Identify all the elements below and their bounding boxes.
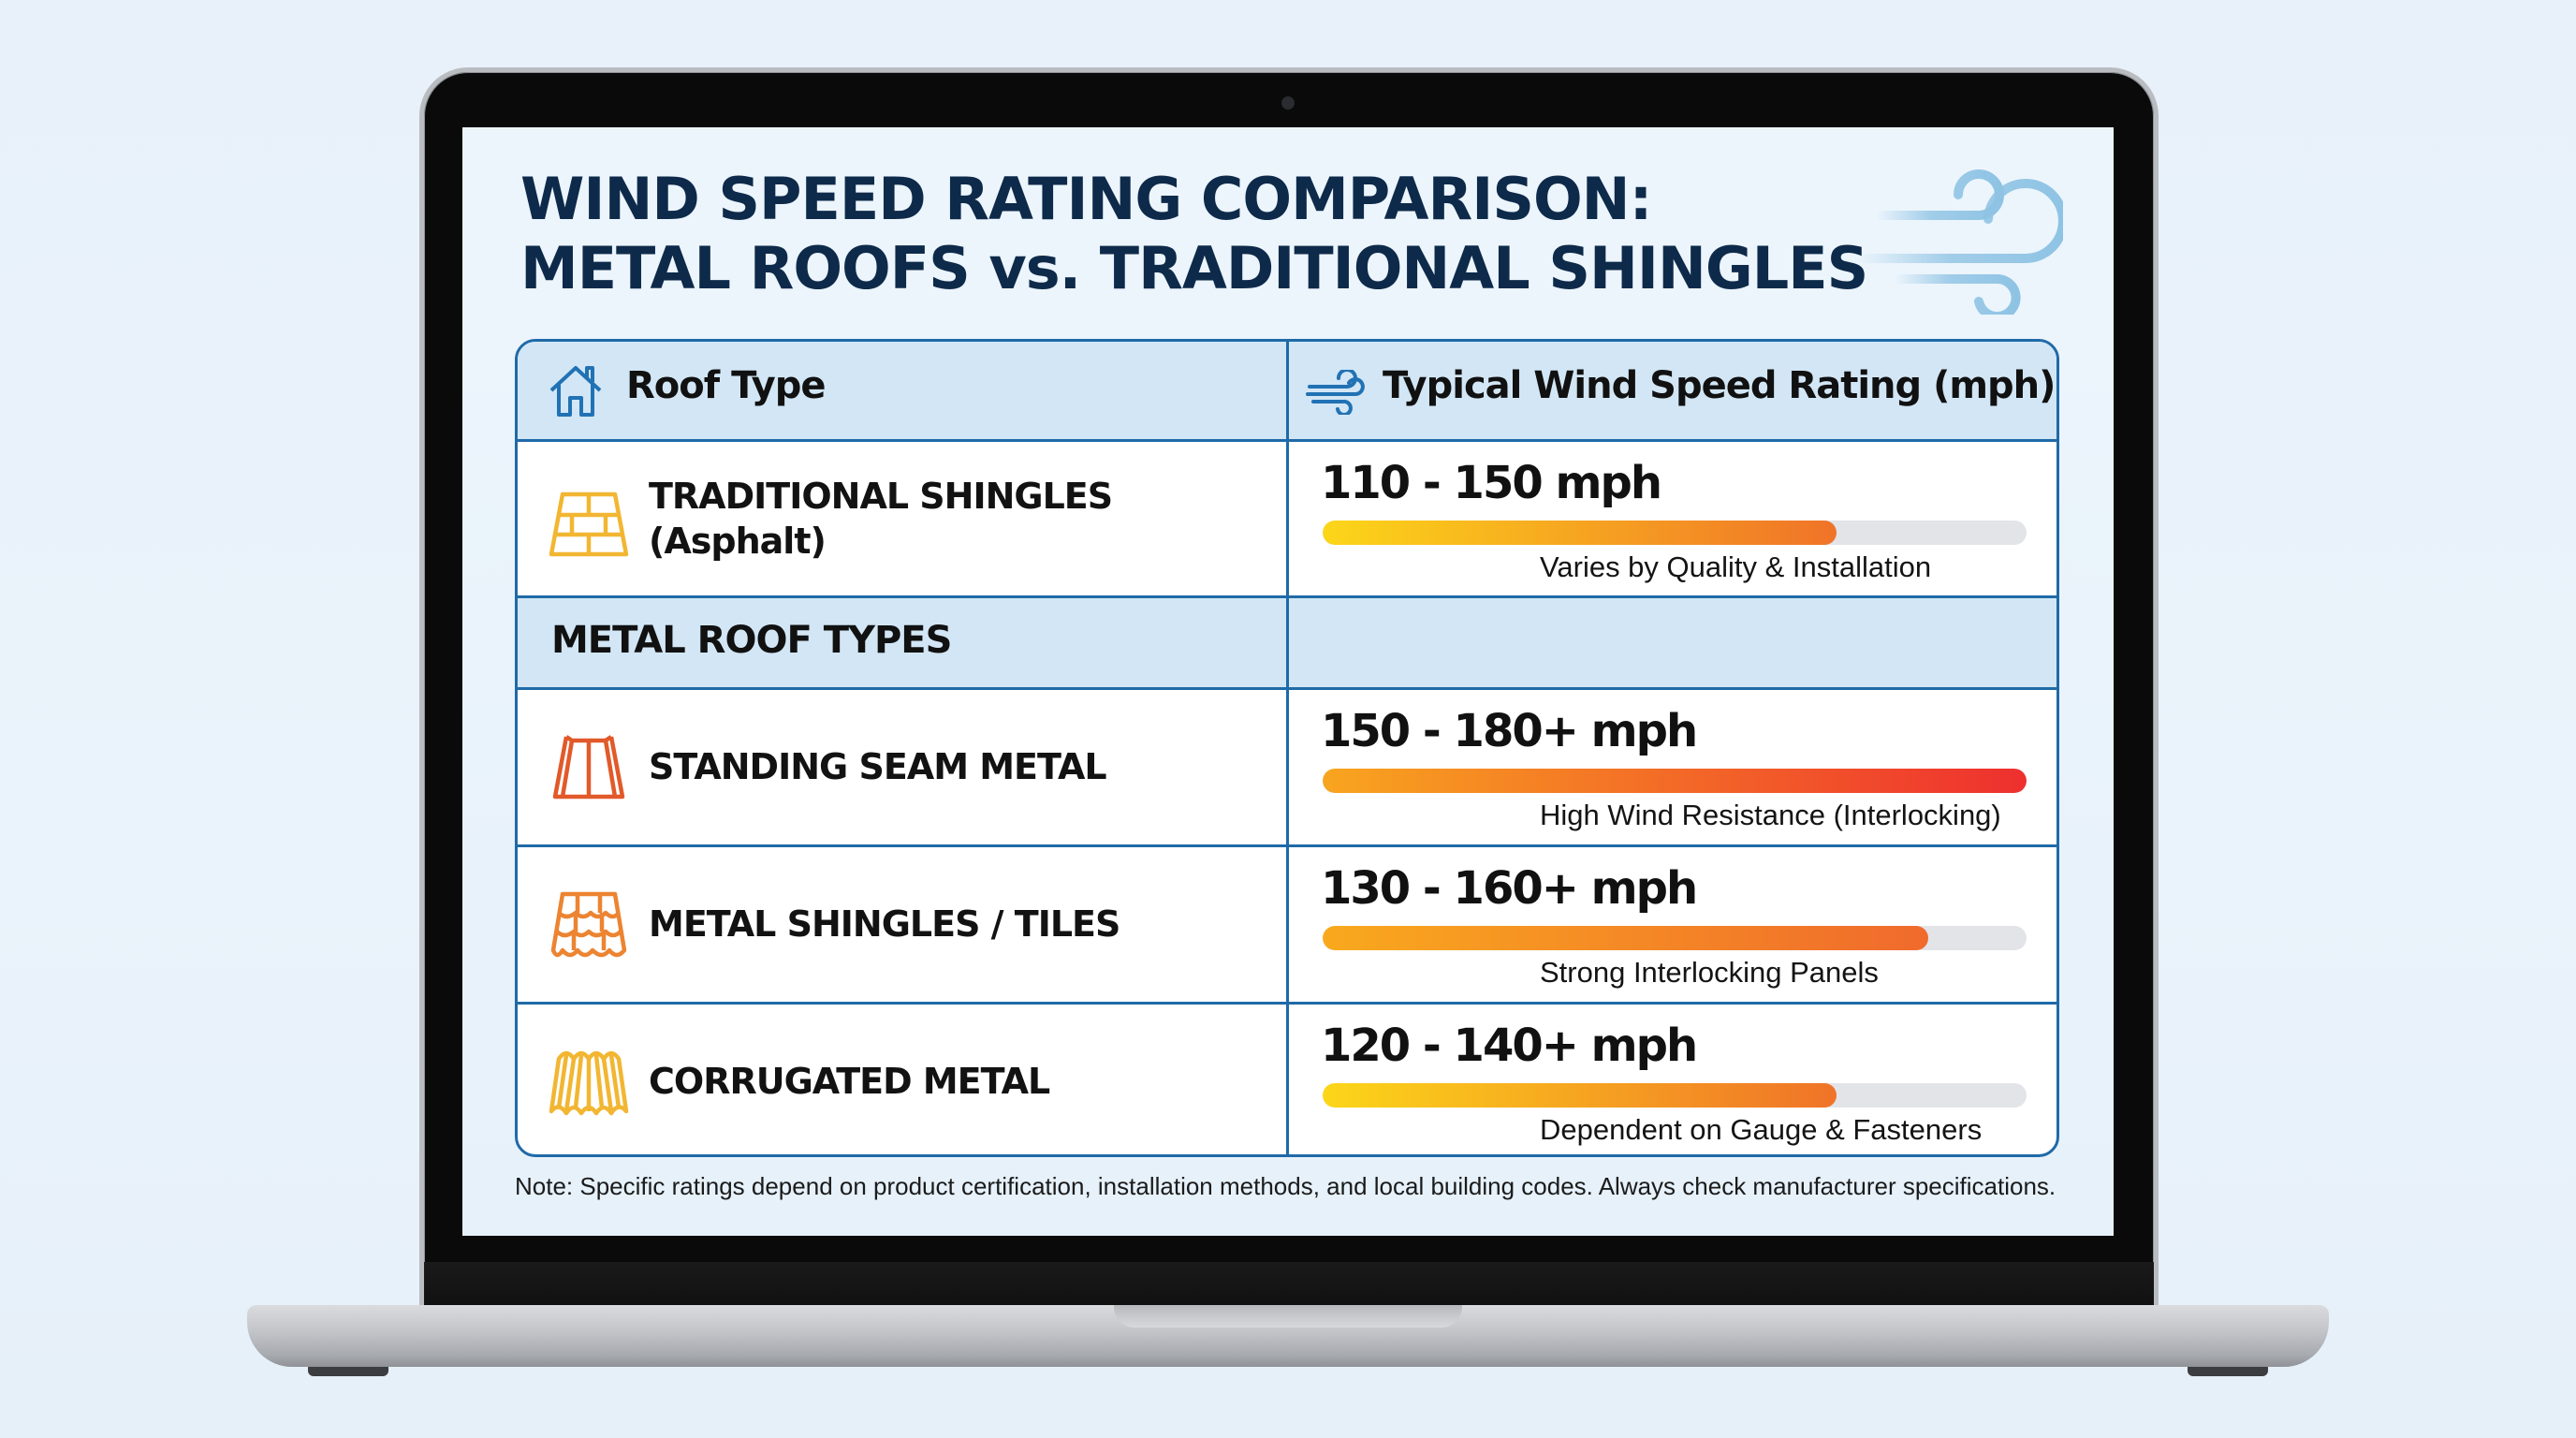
rating-value: 120 - 140+ mph — [1321, 1020, 1698, 1072]
page-title: WIND SPEED RATING COMPARISON: METAL ROOF… — [520, 165, 1868, 303]
rating-bar — [1323, 769, 2027, 793]
title-line-1: WIND SPEED RATING COMPARISON: — [520, 165, 1652, 233]
section-header-row: METAL ROOF TYPES — [518, 598, 2056, 690]
rating-note: High Wind Resistance (Interlocking) — [1540, 799, 2001, 831]
title-line-2: METAL ROOFS vs. TRADITIONAL SHINGLES — [520, 234, 1868, 302]
house-icon — [549, 366, 602, 417]
table-row: CORRUGATED METAL 120 - 140+ mph Dependen… — [518, 1005, 2056, 1154]
comparison-table: Roof Type Typical Wind Speed Rating (mph… — [515, 339, 2059, 1157]
wind-icon — [1306, 370, 1365, 415]
rating-value: 150 - 180+ mph — [1321, 705, 1698, 757]
rating-cell: 120 - 140+ mph Dependent on Gauge & Fast… — [1289, 1005, 2056, 1154]
rating-value: 130 - 160+ mph — [1321, 862, 1698, 915]
rating-bar-fill — [1323, 769, 2027, 793]
wind-icon — [1815, 169, 2063, 315]
roof-type-subtitle: (Asphalt) — [649, 521, 827, 562]
roof-type-cell: TRADITIONAL SHINGLES (Asphalt) — [518, 442, 1289, 595]
header-rating: Typical Wind Speed Rating (mph) — [1289, 342, 2056, 439]
table-header-row: Roof Type Typical Wind Speed Rating (mph… — [518, 342, 2056, 442]
metal-tiles-icon — [550, 891, 627, 958]
rating-bar — [1323, 521, 2027, 545]
table-row: TRADITIONAL SHINGLES (Asphalt) 110 - 150… — [518, 442, 2056, 598]
header-rating-label: Typical Wind Speed Rating (mph) — [1383, 364, 2056, 407]
rating-value: 110 - 150 mph — [1321, 457, 1662, 509]
rating-note: Dependent on Gauge & Fasteners — [1540, 1113, 1983, 1146]
rating-note: Strong Interlocking Panels — [1540, 956, 1879, 989]
standing-seam-icon — [552, 735, 625, 800]
header-roof-type-label: Roof Type — [626, 364, 826, 407]
laptop-chin — [424, 1262, 2154, 1305]
roof-type-cell: METAL SHINGLES / TILES — [518, 847, 1289, 1002]
asphalt-shingles-icon — [549, 492, 629, 557]
corrugated-metal-icon — [549, 1050, 629, 1116]
rating-cell: 150 - 180+ mph High Wind Resistance (Int… — [1289, 690, 2056, 844]
rating-cell: 130 - 160+ mph Strong Interlocking Panel… — [1289, 847, 2056, 1002]
laptop-foot-left — [308, 1367, 388, 1376]
webcam — [1281, 96, 1295, 110]
rating-bar-fill — [1323, 926, 1928, 950]
rating-cell: 110 - 150 mph Varies by Quality & Instal… — [1289, 442, 2056, 595]
roof-type-cell: CORRUGATED METAL — [518, 1005, 1289, 1154]
laptop-screen: WIND SPEED RATING COMPARISON: METAL ROOF… — [462, 127, 2114, 1236]
laptop-lid-notch — [1114, 1305, 1462, 1328]
section-label: METAL ROOF TYPES — [551, 619, 952, 662]
section-empty-cell — [1289, 598, 2056, 687]
laptop-foot-right — [2188, 1367, 2268, 1376]
table-row: STANDING SEAM METAL 150 - 180+ mph High … — [518, 690, 2056, 847]
section-label-cell: METAL ROOF TYPES — [518, 598, 1289, 687]
rating-bar-fill — [1323, 1083, 1837, 1108]
roof-type-name: TRADITIONAL SHINGLES (Asphalt) — [649, 474, 1113, 564]
roof-type-title: TRADITIONAL SHINGLES — [649, 476, 1113, 517]
footer-note: Note: Specific ratings depend on product… — [515, 1172, 2056, 1200]
rating-bar-fill — [1323, 521, 1837, 545]
roof-type-name: STANDING SEAM METAL — [649, 746, 1107, 787]
header-roof-type: Roof Type — [518, 342, 1289, 439]
rating-bar — [1323, 926, 2027, 950]
roof-type-cell: STANDING SEAM METAL — [518, 690, 1289, 844]
table-row: METAL SHINGLES / TILES 130 - 160+ mph St… — [518, 847, 2056, 1005]
rating-bar — [1323, 1083, 2027, 1108]
roof-type-name: METAL SHINGLES / TILES — [649, 903, 1120, 945]
roof-type-name: CORRUGATED METAL — [649, 1061, 1050, 1102]
rating-note: Varies by Quality & Installation — [1540, 550, 1932, 583]
